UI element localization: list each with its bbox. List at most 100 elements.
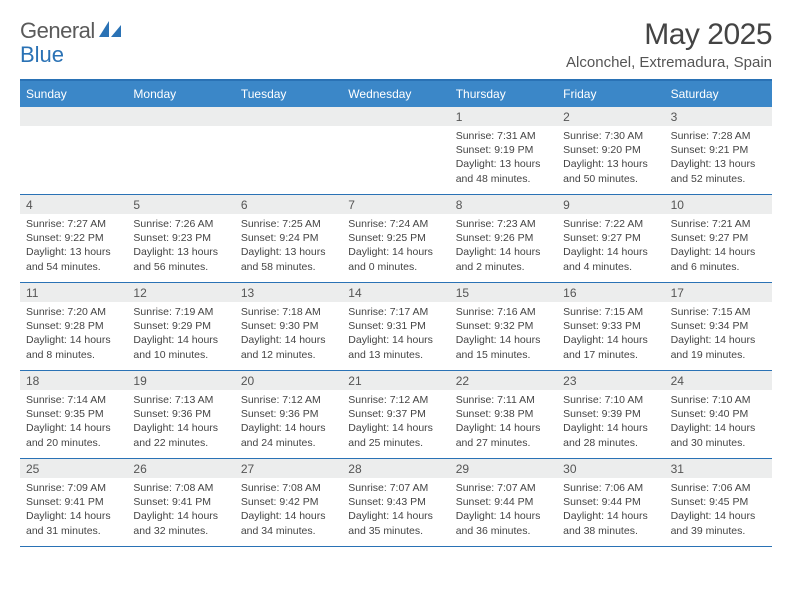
cell-body: Sunrise: 7:15 AMSunset: 9:33 PMDaylight:… [557, 302, 664, 366]
sunset-text: Sunset: 9:40 PM [671, 407, 766, 421]
day-number: 12 [127, 283, 234, 302]
month-title: May 2025 [566, 18, 772, 52]
day-number: 28 [342, 459, 449, 478]
sunset-text: Sunset: 9:39 PM [563, 407, 658, 421]
cell-body: Sunrise: 7:08 AMSunset: 9:41 PMDaylight:… [127, 478, 234, 542]
calendar-cell: 31Sunrise: 7:06 AMSunset: 9:45 PMDayligh… [665, 459, 772, 547]
day-number: 21 [342, 371, 449, 390]
day-number: 19 [127, 371, 234, 390]
sunrise-text: Sunrise: 7:16 AM [456, 305, 551, 319]
cell-body: Sunrise: 7:26 AMSunset: 9:23 PMDaylight:… [127, 214, 234, 278]
daylight-text: Daylight: 14 hours and 39 minutes. [671, 509, 766, 537]
calendar-cell: 16Sunrise: 7:15 AMSunset: 9:33 PMDayligh… [557, 283, 664, 371]
sunset-text: Sunset: 9:37 PM [348, 407, 443, 421]
cell-body: Sunrise: 7:21 AMSunset: 9:27 PMDaylight:… [665, 214, 772, 278]
calendar-grid: 1Sunrise: 7:31 AMSunset: 9:19 PMDaylight… [20, 107, 772, 547]
daylight-text: Daylight: 14 hours and 15 minutes. [456, 333, 551, 361]
sunrise-text: Sunrise: 7:08 AM [133, 481, 228, 495]
sunset-text: Sunset: 9:33 PM [563, 319, 658, 333]
cell-body: Sunrise: 7:17 AMSunset: 9:31 PMDaylight:… [342, 302, 449, 366]
sunrise-text: Sunrise: 7:27 AM [26, 217, 121, 231]
sunset-text: Sunset: 9:45 PM [671, 495, 766, 509]
sunset-text: Sunset: 9:26 PM [456, 231, 551, 245]
brand-word2: Blue [20, 42, 64, 68]
weekday-header: Wednesday [342, 81, 449, 107]
cell-body: Sunrise: 7:14 AMSunset: 9:35 PMDaylight:… [20, 390, 127, 454]
calendar-cell: 28Sunrise: 7:07 AMSunset: 9:43 PMDayligh… [342, 459, 449, 547]
calendar-cell: 30Sunrise: 7:06 AMSunset: 9:44 PMDayligh… [557, 459, 664, 547]
calendar-cell: 9Sunrise: 7:22 AMSunset: 9:27 PMDaylight… [557, 195, 664, 283]
sunrise-text: Sunrise: 7:21 AM [671, 217, 766, 231]
sunrise-text: Sunrise: 7:11 AM [456, 393, 551, 407]
title-block: May 2025 Alconchel, Extremadura, Spain [566, 18, 772, 71]
weekday-row: SundayMondayTuesdayWednesdayThursdayFrid… [20, 81, 772, 107]
day-number: 27 [235, 459, 342, 478]
daylight-text: Daylight: 14 hours and 25 minutes. [348, 421, 443, 449]
cell-body: Sunrise: 7:18 AMSunset: 9:30 PMDaylight:… [235, 302, 342, 366]
cell-body: Sunrise: 7:25 AMSunset: 9:24 PMDaylight:… [235, 214, 342, 278]
daylight-text: Daylight: 14 hours and 0 minutes. [348, 245, 443, 273]
day-number: 1 [450, 107, 557, 126]
daylight-text: Daylight: 14 hours and 8 minutes. [26, 333, 121, 361]
sunset-text: Sunset: 9:27 PM [671, 231, 766, 245]
calendar-cell [20, 107, 127, 195]
cell-body: Sunrise: 7:06 AMSunset: 9:44 PMDaylight:… [557, 478, 664, 542]
sunrise-text: Sunrise: 7:25 AM [241, 217, 336, 231]
sunset-text: Sunset: 9:22 PM [26, 231, 121, 245]
sunrise-text: Sunrise: 7:09 AM [26, 481, 121, 495]
day-number: 15 [450, 283, 557, 302]
sunrise-text: Sunrise: 7:08 AM [241, 481, 336, 495]
day-number: 5 [127, 195, 234, 214]
day-number: 13 [235, 283, 342, 302]
calendar-cell: 6Sunrise: 7:25 AMSunset: 9:24 PMDaylight… [235, 195, 342, 283]
cell-body: Sunrise: 7:22 AMSunset: 9:27 PMDaylight:… [557, 214, 664, 278]
calendar-cell [235, 107, 342, 195]
calendar-cell: 3Sunrise: 7:28 AMSunset: 9:21 PMDaylight… [665, 107, 772, 195]
daylight-text: Daylight: 13 hours and 56 minutes. [133, 245, 228, 273]
day-number: 17 [665, 283, 772, 302]
calendar-cell: 11Sunrise: 7:20 AMSunset: 9:28 PMDayligh… [20, 283, 127, 371]
location: Alconchel, Extremadura, Spain [566, 54, 772, 71]
sunset-text: Sunset: 9:20 PM [563, 143, 658, 157]
weekday-header: Friday [557, 81, 664, 107]
sunset-text: Sunset: 9:35 PM [26, 407, 121, 421]
sunrise-text: Sunrise: 7:26 AM [133, 217, 228, 231]
sunrise-text: Sunrise: 7:06 AM [671, 481, 766, 495]
cell-body: Sunrise: 7:08 AMSunset: 9:42 PMDaylight:… [235, 478, 342, 542]
day-number: 20 [235, 371, 342, 390]
day-number: 8 [450, 195, 557, 214]
weekday-header: Sunday [20, 81, 127, 107]
weekday-header: Tuesday [235, 81, 342, 107]
day-number: 7 [342, 195, 449, 214]
cell-body: Sunrise: 7:28 AMSunset: 9:21 PMDaylight:… [665, 126, 772, 190]
sunrise-text: Sunrise: 7:13 AM [133, 393, 228, 407]
daylight-text: Daylight: 13 hours and 50 minutes. [563, 157, 658, 185]
daylight-text: Daylight: 14 hours and 35 minutes. [348, 509, 443, 537]
sunrise-text: Sunrise: 7:17 AM [348, 305, 443, 319]
sunset-text: Sunset: 9:23 PM [133, 231, 228, 245]
sunset-text: Sunset: 9:41 PM [26, 495, 121, 509]
sunset-text: Sunset: 9:27 PM [563, 231, 658, 245]
calendar-cell: 24Sunrise: 7:10 AMSunset: 9:40 PMDayligh… [665, 371, 772, 459]
sunset-text: Sunset: 9:36 PM [133, 407, 228, 421]
day-number [20, 107, 127, 126]
day-number: 14 [342, 283, 449, 302]
calendar-cell: 25Sunrise: 7:09 AMSunset: 9:41 PMDayligh… [20, 459, 127, 547]
daylight-text: Daylight: 14 hours and 31 minutes. [26, 509, 121, 537]
sunrise-text: Sunrise: 7:15 AM [563, 305, 658, 319]
daylight-text: Daylight: 13 hours and 52 minutes. [671, 157, 766, 185]
sunrise-text: Sunrise: 7:19 AM [133, 305, 228, 319]
daylight-text: Daylight: 14 hours and 13 minutes. [348, 333, 443, 361]
cell-body: Sunrise: 7:12 AMSunset: 9:36 PMDaylight:… [235, 390, 342, 454]
calendar-cell: 1Sunrise: 7:31 AMSunset: 9:19 PMDaylight… [450, 107, 557, 195]
sunset-text: Sunset: 9:44 PM [456, 495, 551, 509]
sunset-text: Sunset: 9:21 PM [671, 143, 766, 157]
weekday-header: Monday [127, 81, 234, 107]
cell-body: Sunrise: 7:07 AMSunset: 9:43 PMDaylight:… [342, 478, 449, 542]
day-number: 10 [665, 195, 772, 214]
day-number: 9 [557, 195, 664, 214]
sunrise-text: Sunrise: 7:07 AM [456, 481, 551, 495]
daylight-text: Daylight: 14 hours and 34 minutes. [241, 509, 336, 537]
daylight-text: Daylight: 13 hours and 54 minutes. [26, 245, 121, 273]
daylight-text: Daylight: 14 hours and 20 minutes. [26, 421, 121, 449]
